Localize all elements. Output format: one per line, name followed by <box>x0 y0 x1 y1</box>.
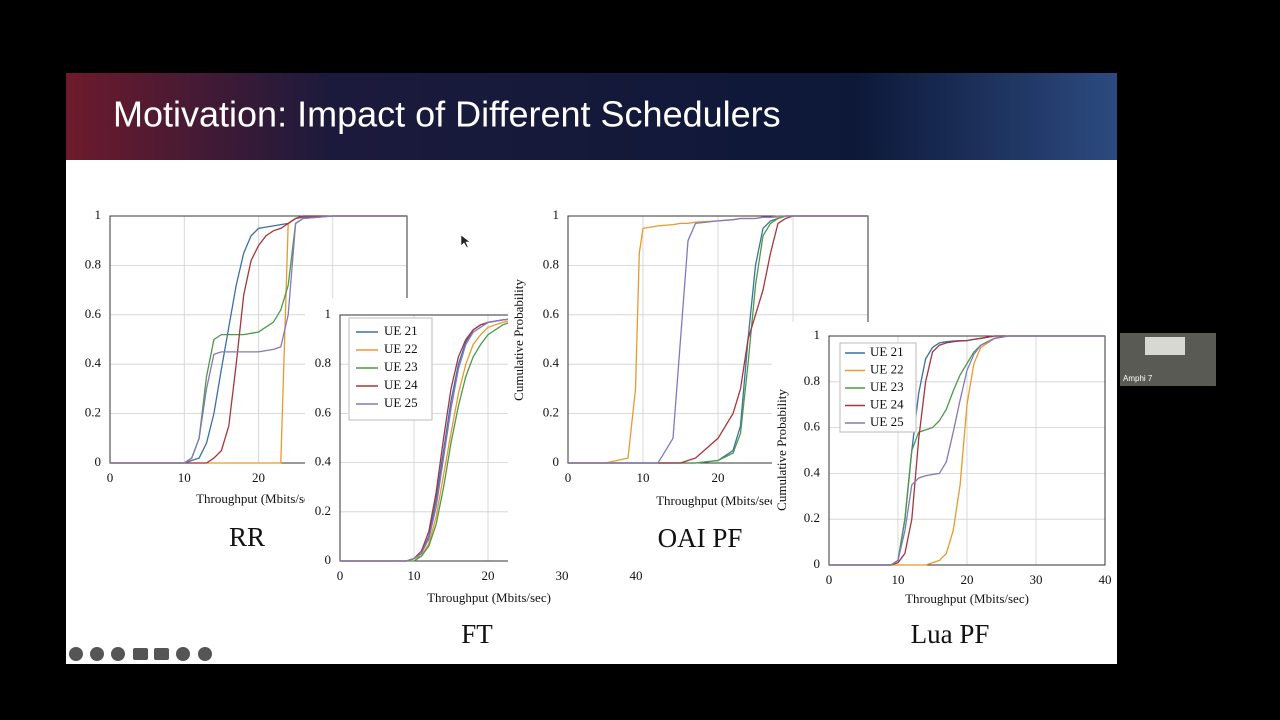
legend-label: UE 23 <box>870 379 904 394</box>
slide-title: Motivation: Impact of Different Schedule… <box>113 94 781 135</box>
y-tick-label: 0.8 <box>543 256 559 271</box>
plot-frame <box>828 335 1106 566</box>
y-axis-label: Cumulative Probability <box>511 279 526 401</box>
chart-caption: OAI PF <box>658 523 743 553</box>
legend-label: UE 21 <box>384 323 418 338</box>
zoom-button[interactable] <box>111 647 125 661</box>
slide-banner <box>66 73 1117 160</box>
y-tick-label: 0.4 <box>543 355 560 370</box>
x-tick-label: 0 <box>565 470 572 485</box>
x-tick-label: 20 <box>712 470 725 485</box>
y-tick-label: 0 <box>553 454 560 469</box>
cursor <box>460 234 471 249</box>
y-tick-label: 0.6 <box>543 306 560 321</box>
chart-caption: FT <box>461 619 493 649</box>
x-tick-label: 0 <box>337 568 344 583</box>
participant-name: Amphi 7 <box>1123 374 1153 383</box>
legend-label: UE 22 <box>870 361 904 376</box>
toolbar <box>69 647 212 661</box>
more-button[interactable] <box>176 647 190 661</box>
y-tick-label: 0.4 <box>85 355 102 370</box>
legend-label: UE 25 <box>384 395 418 410</box>
x-tick-label: 20 <box>482 568 495 583</box>
y-tick-label: 0 <box>325 552 332 567</box>
x-tick-label: 10 <box>637 470 650 485</box>
cdf-line <box>568 215 868 464</box>
x-axis-label: Throughput (Mbits/sec) <box>656 493 780 508</box>
chart-background <box>772 322 1117 662</box>
x-tick-label: 40 <box>1099 572 1112 587</box>
x-tick-label: 0 <box>107 470 114 485</box>
legend-box <box>348 317 433 421</box>
cdf-line <box>110 215 407 464</box>
x-axis-label: Throughput (Mbits/sec) <box>905 591 1029 606</box>
legend-label: UE 24 <box>384 377 418 392</box>
x-tick-label: 30 <box>556 568 569 583</box>
x-axis-label: Throughput (Mbits/sec) <box>427 590 551 605</box>
x-tick-label: 10 <box>892 572 905 587</box>
y-tick-label: 0.4 <box>315 454 332 469</box>
y-tick-label: 0.6 <box>804 419 821 434</box>
chart-caption: Lua PF <box>911 619 990 649</box>
x-tick-label: 20 <box>961 572 974 587</box>
y-tick-label: 0.8 <box>315 355 331 370</box>
y-tick-label: 1 <box>325 306 332 321</box>
video-button[interactable] <box>154 648 169 660</box>
cc-button[interactable] <box>133 648 148 660</box>
x-tick-label: 20 <box>252 470 265 485</box>
video-screen <box>1145 337 1185 355</box>
legend-label: UE 22 <box>384 341 418 356</box>
cdf-line <box>829 335 1105 566</box>
x-axis-label: Throughput (Mbits/sec) <box>196 491 320 506</box>
legend-label: UE 21 <box>870 344 904 359</box>
y-tick-label: 0.2 <box>543 405 559 420</box>
cdf-line <box>110 215 407 464</box>
y-tick-label: 1 <box>95 207 102 222</box>
y-tick-label: 1 <box>814 327 821 342</box>
y-tick-label: 0.8 <box>804 373 820 388</box>
prev-button[interactable] <box>69 647 83 661</box>
legend-label: UE 24 <box>870 396 904 411</box>
y-tick-label: 0.4 <box>804 464 821 479</box>
y-tick-label: 0.8 <box>85 256 101 271</box>
pen-button[interactable] <box>90 647 104 661</box>
y-tick-label: 0.6 <box>315 404 332 419</box>
y-tick-label: 0.2 <box>85 405 101 420</box>
legend-label: UE 23 <box>384 359 418 374</box>
y-tick-label: 0 <box>814 556 821 571</box>
cdf-line <box>829 335 1105 566</box>
legend-label: UE 25 <box>870 414 904 429</box>
y-tick-label: 0 <box>95 454 102 469</box>
y-tick-label: 1 <box>553 207 560 222</box>
x-tick-label: 0 <box>826 572 833 587</box>
y-axis-label: Cumulative Probability <box>774 389 789 511</box>
charts: 00.20.40.60.81010203040Throughput (Mbits… <box>70 196 1117 662</box>
next-button[interactable] <box>198 647 212 661</box>
x-tick-label: 10 <box>178 470 191 485</box>
y-tick-label: 0.6 <box>85 306 102 321</box>
x-tick-label: 40 <box>630 568 643 583</box>
y-tick-label: 0.2 <box>804 510 820 525</box>
y-tick-label: 0.2 <box>315 503 331 518</box>
chart-caption: RR <box>229 522 265 552</box>
x-tick-label: 30 <box>1030 572 1043 587</box>
x-tick-label: 10 <box>408 568 421 583</box>
